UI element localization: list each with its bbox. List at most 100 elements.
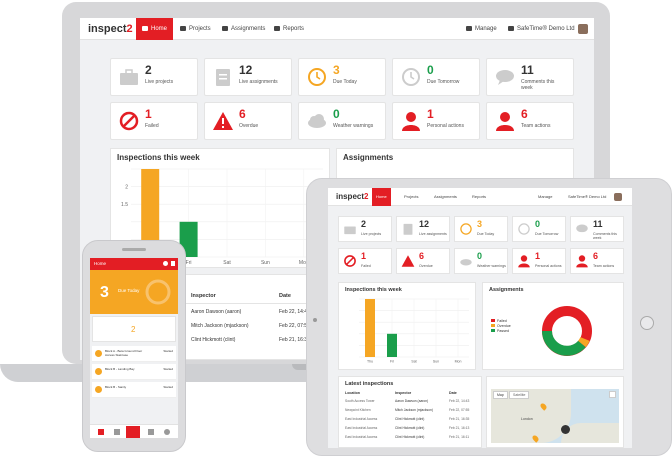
team-icon xyxy=(496,112,514,131)
tablet-stat-due-tomorrow[interactable]: 0 Due Tomorrow xyxy=(512,216,566,242)
map-city-label: London xyxy=(521,417,533,421)
stat-card-due-today[interactable]: 3 Due Today xyxy=(298,58,386,96)
tablet-top-nav: inspect2 Home Projects Assignments Repor… xyxy=(328,188,632,206)
column-header-inspector: Inspector xyxy=(395,391,412,395)
tablet-stat-failed[interactable]: 1 Failed xyxy=(338,248,392,274)
tablet-logo[interactable]: inspect2 xyxy=(336,192,369,201)
avatar[interactable] xyxy=(578,24,588,34)
ban-icon xyxy=(344,255,356,267)
tablet-nav-reports[interactable]: Reports xyxy=(472,194,487,199)
table-cell[interactable]: East Industrial Access xyxy=(345,426,378,430)
map-tab-map[interactable]: Map xyxy=(493,391,508,399)
list-item[interactable]: Block A - Beta Ground Floor Access Stair… xyxy=(92,346,176,362)
table-cell[interactable]: Mitch Jackson (mjackson) xyxy=(191,323,249,329)
stat-card-failed[interactable]: 1 Failed xyxy=(110,102,198,140)
nav-projects[interactable]: Projects xyxy=(174,18,217,40)
stat-card-overdue[interactable]: 6 Overdue xyxy=(204,102,292,140)
stat-card-live-assignments[interactable]: 12 Live assignments xyxy=(204,58,292,96)
stat-card-comments[interactable]: 11 Comments this week xyxy=(486,58,574,96)
stat-label: Personal actions xyxy=(427,123,464,129)
table-cell[interactable]: South Access Tower xyxy=(345,399,375,403)
stat-card-due-tomorrow[interactable]: 0 Due Tomorrow xyxy=(392,58,480,96)
comment-icon xyxy=(496,70,514,85)
map[interactable]: London Map Satellite xyxy=(491,389,619,443)
briefcase-icon[interactable] xyxy=(114,429,120,435)
list-item[interactable]: Block B - Sanity Started xyxy=(92,382,176,398)
document-icon xyxy=(274,26,280,31)
stat-label: Due Today xyxy=(333,79,357,85)
table-cell[interactable]: Clint Hickmott (clint) xyxy=(395,435,425,439)
panel-title: Assignments xyxy=(489,287,524,293)
stat-label: Weather warnings xyxy=(333,123,374,129)
ban-icon xyxy=(119,111,139,131)
nav-reports[interactable]: Reports xyxy=(268,18,310,40)
tablet-assignments-panel: Assignments Failed Overdue Passed xyxy=(482,282,624,370)
notification-icon[interactable] xyxy=(163,261,168,266)
list-item[interactable]: Block B - Landing Bay Started xyxy=(92,364,176,380)
tablet-nav-assignments[interactable]: Assignments xyxy=(434,194,457,199)
nav-company[interactable]: SafeTime® Demo Ltd xyxy=(502,18,581,40)
x-tick-label: Sat xyxy=(223,260,231,266)
tablet-nav-company[interactable]: SafeTime® Demo Ltd xyxy=(568,194,607,199)
stat-label: Failed xyxy=(361,264,371,268)
phone-summary-card[interactable]: 2 xyxy=(92,316,176,342)
nav-home[interactable]: Home xyxy=(136,18,174,40)
tablet-stat-comments[interactable]: 11 Comments this week xyxy=(570,216,624,242)
stat-number: 11 xyxy=(593,219,603,229)
table-cell[interactable]: East Industrial Access xyxy=(345,435,378,439)
table-cell[interactable]: Clint Hickmott (clint) xyxy=(395,426,425,430)
tablet-stat-team-actions[interactable]: 6 Team actions xyxy=(570,248,624,274)
stat-number: 1 xyxy=(361,251,367,261)
tablet-stat-weather[interactable]: 0 Weather warnings xyxy=(454,248,508,274)
stat-number: 6 xyxy=(593,251,599,261)
add-button[interactable] xyxy=(126,426,140,438)
tablet-nav-home[interactable]: Home xyxy=(372,188,391,206)
hero-number: 3 xyxy=(100,284,109,301)
map-tab-satellite[interactable]: Satellite xyxy=(509,391,530,399)
stat-label: Due Tomorrow xyxy=(535,232,559,236)
stat-card-team-actions[interactable]: 6 Team actions xyxy=(486,102,574,140)
user-icon xyxy=(518,255,530,268)
map-marker-icon[interactable] xyxy=(561,425,570,434)
tablet-stat-overdue[interactable]: 6 Overdue xyxy=(396,248,450,274)
table-cell[interactable]: Clint Hickmott (clint) xyxy=(191,337,236,343)
history-icon[interactable] xyxy=(164,429,170,435)
tablet-nav-projects[interactable]: Projects xyxy=(404,194,419,199)
cloud-icon xyxy=(460,259,472,266)
phone-due-today-card[interactable]: 3 Due Today xyxy=(90,270,178,314)
table-cell[interactable]: Mitch Jackson (mjackson) xyxy=(395,408,433,412)
tablet-stat-due-today[interactable]: 3 Due Today xyxy=(454,216,508,242)
stat-label: Live projects xyxy=(361,232,382,236)
tablet-stat-live-projects[interactable]: 2 Live projects xyxy=(338,216,392,242)
table-cell[interactable]: Aaron Dawson (aaron) xyxy=(395,399,429,403)
tablet-stat-live-assignments[interactable]: 12 Live assignments xyxy=(396,216,450,242)
divider xyxy=(115,303,353,304)
nav-manage[interactable]: Manage xyxy=(460,18,503,40)
stat-number: 12 xyxy=(239,63,253,77)
stat-label: Weather warnings xyxy=(477,264,506,268)
table-cell[interactable]: Clint Hickmott (clint) xyxy=(395,417,425,421)
stat-card-weather[interactable]: 0 Weather warnings xyxy=(298,102,386,140)
nav-assignments[interactable]: Assignments xyxy=(216,18,271,40)
tablet-nav-manage[interactable]: Manage xyxy=(538,194,553,199)
table-cell[interactable]: Aaron Dawson (aaron) xyxy=(191,309,242,315)
donut-overdue xyxy=(578,336,590,348)
tablet-avatar[interactable] xyxy=(614,193,622,201)
table-cell: Feb 21, 16:13 xyxy=(449,426,470,430)
table-cell[interactable]: East Industrial Access xyxy=(345,417,378,421)
stat-card-personal-actions[interactable]: 1 Personal actions xyxy=(392,102,480,140)
stat-number: 6 xyxy=(239,107,246,121)
stat-card-live-projects[interactable]: 2 Live projects xyxy=(110,58,198,96)
warning-icon xyxy=(401,255,415,267)
home-icon[interactable] xyxy=(98,429,104,435)
fullscreen-icon[interactable] xyxy=(609,391,616,398)
document-icon[interactable] xyxy=(148,429,154,435)
stat-number: 1 xyxy=(427,107,434,121)
donut-legend: Failed Overdue Passed xyxy=(491,319,511,334)
menu-icon[interactable] xyxy=(171,261,175,266)
x-tick-label: Mon xyxy=(299,260,309,266)
table-cell: Feb 21, 16:35 xyxy=(449,417,470,421)
logo[interactable]: inspect2 xyxy=(88,23,133,35)
table-cell[interactable]: Newpoint Kitchen xyxy=(345,408,371,412)
tablet-stat-personal-actions[interactable]: 1 Personal actions xyxy=(512,248,566,274)
